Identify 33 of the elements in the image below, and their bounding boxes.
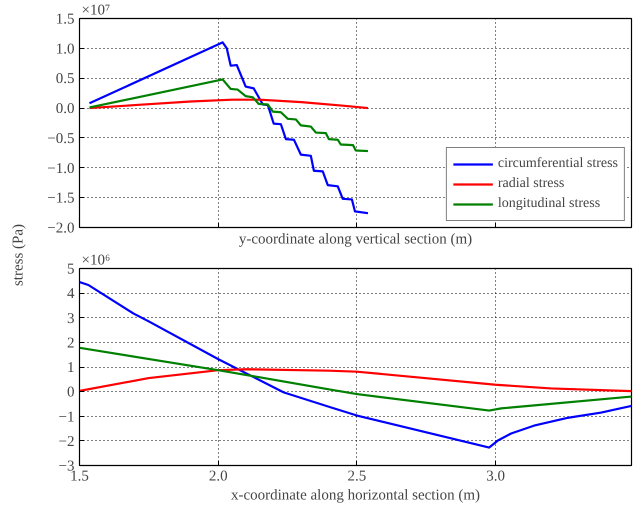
y-tick-label: 2 <box>67 335 74 352</box>
y-axis-title: stress (Pa) <box>10 224 26 286</box>
y-tick-label: 0.0 <box>56 101 74 118</box>
line-series <box>88 41 370 214</box>
y-tick-label: −0.5 <box>47 130 75 147</box>
x-tick-label: 2.0 <box>208 468 228 484</box>
y-tick-label: −1.5 <box>47 190 75 207</box>
x-tick-label: 3.0 <box>486 468 505 484</box>
y-tick-label: 0.5 <box>56 71 74 88</box>
legend-label: longitudinal stress <box>498 196 600 212</box>
line-series <box>88 78 370 152</box>
y-tick-label: 4 <box>67 286 75 302</box>
y-tick-label: 5 <box>67 262 74 278</box>
line-series <box>80 368 632 392</box>
y-tick-label: 0 <box>67 384 74 401</box>
x-tick-label: 2.5 <box>348 468 366 484</box>
line-series <box>80 346 632 412</box>
x-axis-title: y-coordinate along vertical section (m) <box>238 232 472 248</box>
x-axis-title: x-coordinate along horizontal section (m) <box>230 488 480 504</box>
legend-label: radial stress <box>498 176 564 192</box>
y-tick-label: 1 <box>67 360 74 376</box>
text: ×10⁶ <box>82 252 110 268</box>
line-series <box>88 98 370 110</box>
y-tick-label: −1.0 <box>47 160 75 177</box>
y-tick-label: −2 <box>58 434 75 450</box>
y-tick-label: −1 <box>58 409 75 426</box>
line-series <box>80 280 632 449</box>
text: ×10⁷ <box>82 2 110 18</box>
y-tick-label: 1.5 <box>56 12 74 28</box>
y-tick-label: 3 <box>67 310 74 327</box>
y-tick-label: −2.0 <box>47 220 75 236</box>
y-tick-label: 1.0 <box>56 41 74 58</box>
legend-label: circumferential stress <box>498 156 618 172</box>
